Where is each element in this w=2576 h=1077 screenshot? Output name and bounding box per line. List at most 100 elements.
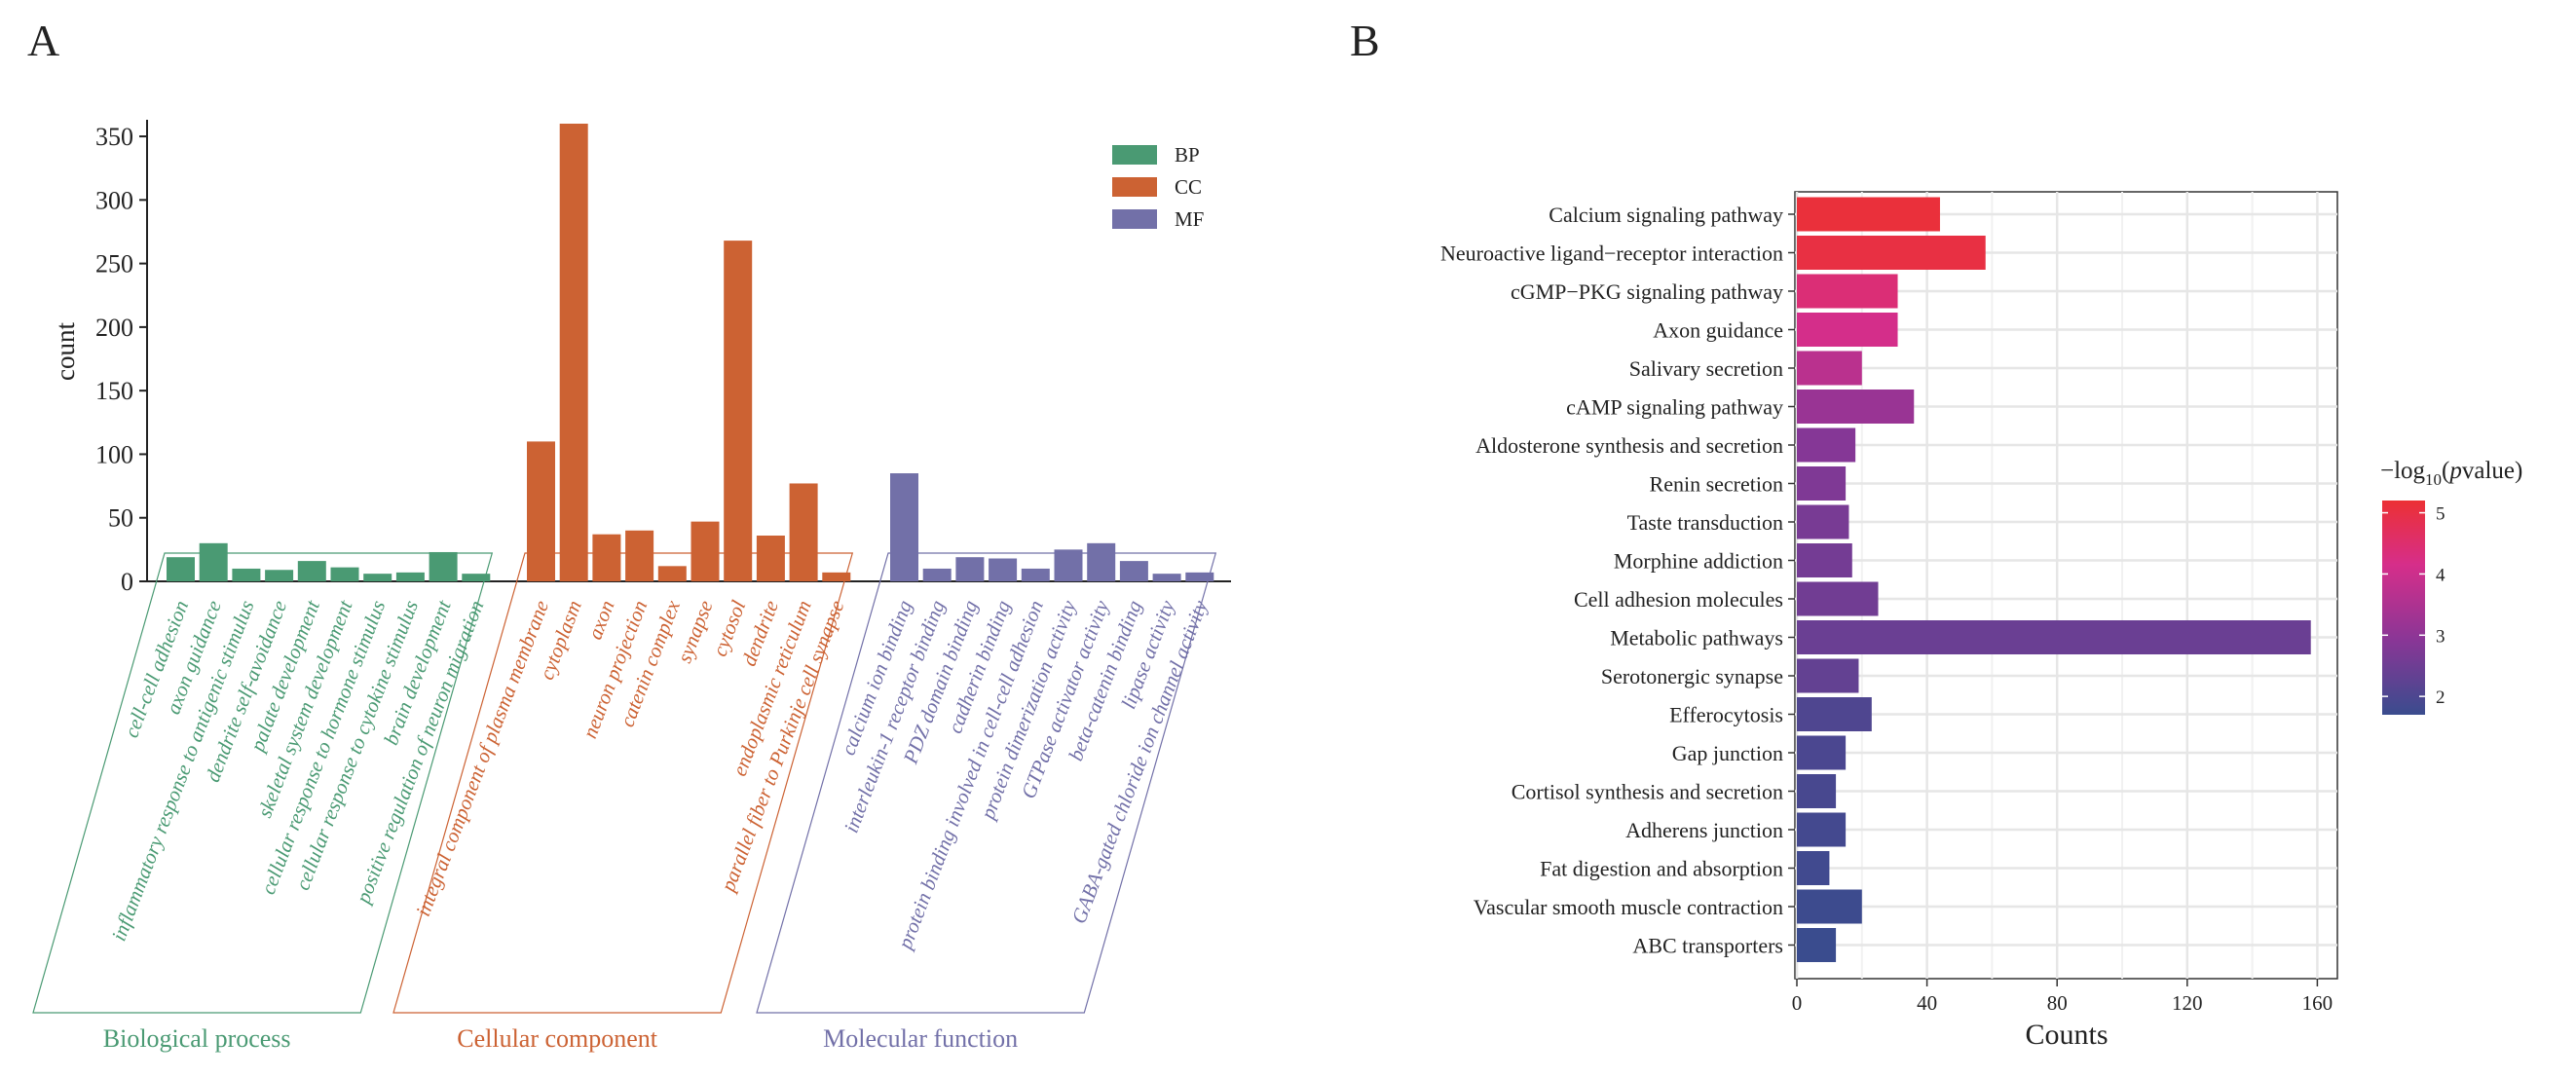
y-tick-label: Fat digestion and absorption bbox=[1540, 857, 1783, 881]
bar-parallel-fiber-to-purkinje-cell-synapse bbox=[822, 572, 851, 581]
go-chart-axes: 0 50 100 150 200 250 300 350 bbox=[95, 120, 1231, 596]
legend-swatch-mf bbox=[1112, 209, 1157, 229]
y-tick-label: Calcium signaling pathway bbox=[1549, 203, 1783, 227]
kegg-enrichment-panel: B Calcium signaling pathway Neuroactive l… bbox=[1350, 16, 2522, 1051]
legend-label-bp: BP bbox=[1175, 143, 1200, 167]
bar-cell-adhesion-molecules bbox=[1797, 581, 1879, 616]
bar-cellular-response-to-cytokine-stimulus bbox=[395, 572, 425, 581]
bar-morphine-addiction bbox=[1797, 543, 1852, 577]
go-enrichment-panel: A count 0 50 100 150 200 250 300 350 Biological… bbox=[27, 16, 1231, 1053]
y-tick-label: Vascular smooth muscle contraction bbox=[1474, 895, 1783, 919]
y-tick-label: 150 bbox=[95, 377, 133, 405]
bar-renin-secretion bbox=[1797, 466, 1847, 501]
y-tick-label: Renin secretion bbox=[1650, 472, 1783, 497]
bar-cortisol-synthesis-and-secretion bbox=[1797, 774, 1837, 808]
bar-cytosol bbox=[724, 241, 753, 581]
y-tick-label: Serotonergic synapse bbox=[1601, 664, 1783, 688]
x-tick-label: 40 bbox=[1917, 991, 1937, 1015]
bar-salivary-secretion bbox=[1797, 351, 1862, 386]
y-tick-label: 50 bbox=[108, 504, 133, 533]
bar-integral-component-of-plasma-membrane bbox=[527, 441, 555, 581]
bar-camp-signaling-pathway bbox=[1797, 390, 1915, 424]
legend-swatch-cc bbox=[1112, 177, 1157, 197]
x-tick-label: 120 bbox=[2172, 991, 2203, 1015]
bar-efferocytosis bbox=[1797, 697, 1872, 731]
kegg-x-axis: 0 40 80 120 160 bbox=[1792, 979, 2333, 1015]
group-label-bp: Biological process bbox=[103, 1024, 291, 1053]
bar-skeletal-system-development bbox=[330, 567, 359, 581]
bar-aldosterone-synthesis-and-secretion bbox=[1797, 427, 1856, 463]
colorbar-title-prefix: −log bbox=[2380, 458, 2426, 484]
y-tick-label: cAMP signaling pathway bbox=[1566, 395, 1783, 420]
bar-fat-digestion-and-absorption bbox=[1797, 851, 1830, 885]
y-tick-label: ABC transporters bbox=[1632, 934, 1783, 958]
group-label-mf: Molecular function bbox=[823, 1024, 1018, 1053]
bar-lipase-activity bbox=[1152, 574, 1181, 581]
legend-label-mf: MF bbox=[1175, 207, 1204, 231]
bar-gaba-gated-chloride-ion-channel-activity bbox=[1185, 572, 1214, 581]
colorbar-tick-label: 4 bbox=[2436, 565, 2445, 585]
bar-inflammatory-response-to-antigenic-stimulus bbox=[232, 568, 261, 581]
y-tick-label: Salivary secretion bbox=[1629, 356, 1783, 381]
y-tick-label: Metabolic pathways bbox=[1610, 626, 1783, 650]
y-axis-label: count bbox=[51, 322, 80, 381]
y-tick-label: Axon guidance bbox=[1653, 318, 1783, 343]
bar-brain-development bbox=[429, 551, 458, 581]
bar-gtpase-activator-activity bbox=[1087, 542, 1116, 581]
bar-gap-junction bbox=[1797, 735, 1847, 770]
bar-cadherin-binding bbox=[989, 558, 1018, 581]
bar-pdz-domain-binding bbox=[955, 557, 985, 581]
bracket-biological-process bbox=[32, 552, 494, 1014]
colorbar-tick-label: 2 bbox=[2436, 687, 2445, 708]
bar-cytoplasm bbox=[559, 124, 588, 581]
kegg-pathway-labels: Calcium signaling pathway Neuroactive lig… bbox=[1440, 203, 1795, 958]
y-tick-label: Cell adhesion molecules bbox=[1574, 587, 1783, 612]
bar-cgmp-pkg-signaling-pathway bbox=[1797, 274, 1898, 309]
go-category-brackets: Biological process Cellular component Mole… bbox=[32, 552, 1217, 1053]
bar-axon bbox=[592, 534, 621, 581]
y-tick-label: 300 bbox=[95, 186, 133, 214]
bar-metabolic-pathways bbox=[1797, 620, 2311, 654]
y-tick-label: Neuroactive ligand−receptor interaction bbox=[1440, 241, 1783, 266]
bar-catenin-complex bbox=[657, 566, 687, 581]
bar-synapse bbox=[691, 521, 720, 581]
bar-serotonergic-synapse bbox=[1797, 658, 1859, 693]
colorbar-title-open: ( bbox=[2442, 458, 2449, 484]
y-tick-label: cGMP−PKG signaling pathway bbox=[1511, 279, 1783, 304]
pvalue-colorbar: −log10(pvalue) 5 4 3 2 bbox=[2380, 458, 2522, 715]
y-tick-label: Morphine addiction bbox=[1614, 549, 1783, 574]
bar-neuron-projection bbox=[625, 530, 654, 581]
colorbar-ticks: 5 4 3 2 bbox=[2382, 504, 2445, 708]
y-tick-label: 350 bbox=[95, 123, 133, 151]
bar-adherens-junction bbox=[1797, 812, 1847, 847]
bar-calcium-ion-binding bbox=[890, 473, 918, 581]
bar-taste-transduction bbox=[1797, 504, 1849, 539]
x-tick-label: 160 bbox=[2302, 991, 2333, 1015]
legend-label-cc: CC bbox=[1175, 175, 1202, 199]
y-tick-label: Gap junction bbox=[1672, 741, 1783, 765]
go-chart-bars bbox=[167, 124, 1214, 581]
bar-positive-regulation-of-neuron-migration bbox=[462, 574, 491, 581]
y-tick-label: 200 bbox=[95, 314, 133, 342]
go-legend: BP CC MF bbox=[1112, 143, 1204, 231]
colorbar-title: −log10(pvalue) bbox=[2380, 458, 2522, 489]
y-tick-label: Adherens junction bbox=[1625, 818, 1783, 842]
bar-dendrite-self-avoidance bbox=[265, 570, 294, 581]
bar-palate-development bbox=[297, 561, 326, 581]
x-tick-label: 0 bbox=[1792, 991, 1803, 1015]
x-tick-label: axon bbox=[583, 597, 619, 643]
y-tick-label: Taste transduction bbox=[1627, 510, 1783, 535]
bar-axon-guidance bbox=[199, 542, 228, 581]
colorbar-title-sub: 10 bbox=[2425, 470, 2442, 489]
bar-vascular-smooth-muscle-contraction bbox=[1797, 889, 1862, 924]
kegg-chart-bars bbox=[1797, 197, 2311, 962]
bar-neuroactive-ligand-receptor-interaction bbox=[1797, 236, 1986, 270]
colorbar-title-p: p bbox=[2447, 458, 2462, 484]
colorbar-tick-label: 3 bbox=[2436, 626, 2445, 647]
bar-protein-binding-involved-in-cell-cell-adhesion bbox=[1021, 568, 1050, 581]
panel-b-label: B bbox=[1350, 16, 1380, 65]
colorbar-title-suffix: value) bbox=[2462, 458, 2522, 484]
bar-protein-dimerization-activity bbox=[1054, 549, 1083, 581]
